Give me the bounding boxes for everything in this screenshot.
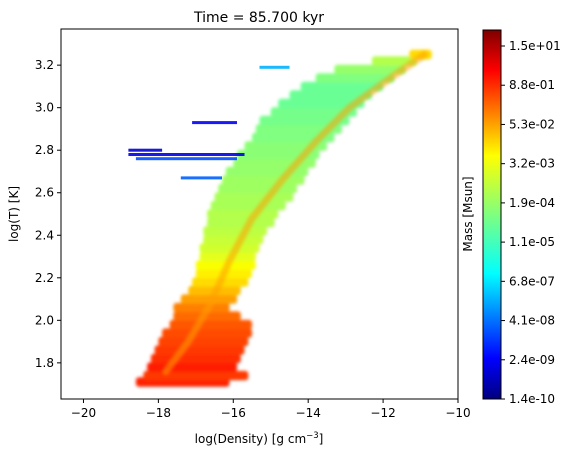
x-tick-label: −16 [221,406,246,420]
y-axis-label: log(T) [K] [7,186,21,242]
y-tick-label: 2.0 [35,313,54,327]
y-tick-label: 2.6 [35,186,54,200]
heatmap-band-37 [334,64,406,75]
colorbar-tick-label: 2.4e-09 [509,353,555,367]
heatmap-band-9 [173,302,230,313]
heatmap-band-36 [315,73,395,83]
heatmap-band-6 [162,328,252,338]
heatmap-band-30 [255,124,342,134]
colorbar-tick-label: 1.1e-05 [509,235,555,249]
x-tick-label: −18 [146,406,171,420]
heatmap-layer [128,49,432,387]
heatmap-band-3 [150,353,241,364]
y-tick-label: 3.0 [35,101,54,115]
heatmap-band-19 [207,217,275,228]
heatmap-band-23 [218,183,297,194]
colorbar-tick-label: 5.3e-02 [509,117,555,131]
streak-0 [128,153,245,156]
streak-3 [192,121,237,125]
heatmap-band-34 [289,90,372,100]
colorbar-tick-label: 1.4e-10 [509,392,555,406]
heatmap-band-24 [222,175,305,185]
heatmap-band-33 [278,98,365,109]
heatmap-band-31 [259,115,350,126]
heatmap-band-18 [203,226,267,236]
y-axis-ticks: 1.8 2.0 2.2 2.4 2.6 2.8 3.0 3.2 [35,58,61,370]
heatmap-band-17 [203,234,264,245]
colorbar-ticks: 1.4e-10 2.4e-09 4.1e-08 6.8e-07 1.1e-05 1.9e-… [501,39,561,406]
heatmap-band-15 [199,251,256,262]
y-tick-label: 3.2 [35,58,54,72]
x-tick-label: −20 [71,406,96,420]
heatmap-band-5 [158,336,249,347]
density-bands [135,49,432,387]
x-tick-label: −12 [370,406,395,420]
heatmap-band-32 [270,107,357,117]
colorbar-tick-label: 1.9e-04 [509,196,555,210]
streak-2 [135,157,237,161]
streak-4 [180,176,222,180]
ridge-core [162,51,428,375]
x-axis-label: log(Density) [g cm−3] [195,431,324,446]
heatmap-band-4 [154,345,245,355]
y-tick-label: 2.4 [35,228,54,242]
heatmap-band-21 [210,200,286,211]
streak-1 [128,148,163,152]
colorbar-tick-label: 8.8e-01 [509,78,555,92]
x-tick-label: −14 [296,406,321,420]
colorbar-tick-label: 4.1e-08 [509,314,555,328]
heatmap-band-7 [169,319,252,330]
colorbar-tick-label: 6.8e-07 [509,274,555,288]
streak-features [128,65,290,180]
heatmap-band-16 [199,243,260,253]
x-axis-ticks: −20 −18 −16 −14 −12 −10 [71,399,471,420]
heatmap-band-2 [147,362,237,372]
x-tick-label: −10 [445,406,470,420]
ridge-line [162,51,428,375]
y-tick-label: 1.8 [35,356,54,370]
heatmap-band-20 [207,209,279,219]
y-tick-label: 2.2 [35,271,54,285]
chart-title: Time = 85.700 kyr [193,10,324,26]
colorbar-tick-label: 3.2e-03 [509,157,555,171]
heatmap-band-22 [214,192,294,202]
y-tick-label: 2.8 [35,143,54,157]
heatmap-band-1 [143,370,249,381]
colorbar [482,29,502,400]
plot-frame [60,28,459,400]
streak-5 [259,65,290,69]
colorbar-label: Mass [Msun] [461,176,475,251]
heatmap-band-35 [300,81,384,92]
colorbar-tick-label: 1.5e+01 [509,39,561,53]
